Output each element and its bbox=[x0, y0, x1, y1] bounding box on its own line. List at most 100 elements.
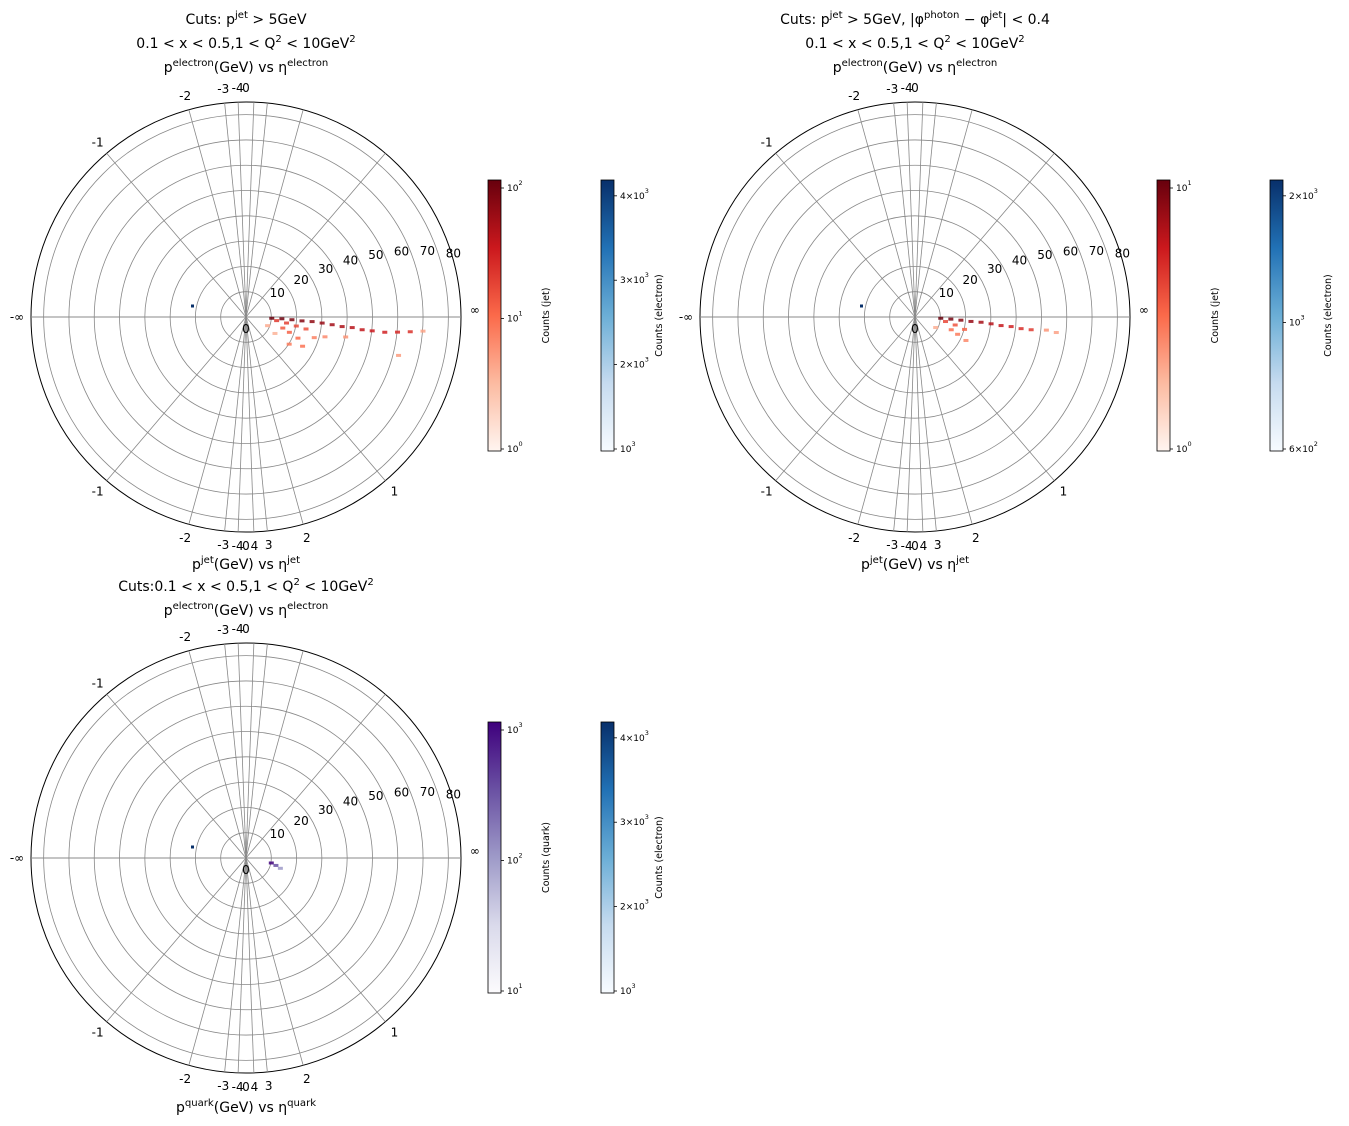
jet-point bbox=[1053, 331, 1059, 335]
colorbar bbox=[1156, 179, 1171, 452]
eta-tick-label: -3 bbox=[217, 538, 229, 552]
r-tick-label: 70 bbox=[420, 785, 435, 799]
eta-tick-label: 3 bbox=[265, 1079, 273, 1093]
colorbar-tick-label: 2×103 bbox=[620, 356, 649, 371]
colorbar-tick-label: 101 bbox=[1176, 179, 1192, 194]
polar-panel-1: Cuts: pjet > 5GeV 0.1 < x < 0.5,1 < Q2 < … bbox=[10, 10, 665, 573]
r-tick-label: 20 bbox=[294, 273, 309, 287]
eta-tick-label: -4 bbox=[901, 539, 913, 553]
jet-point bbox=[329, 323, 335, 327]
eta-tick-label: 2 bbox=[303, 531, 311, 545]
colorbar bbox=[487, 179, 502, 452]
jet-point bbox=[303, 327, 309, 331]
eta-tick-label: -4 bbox=[901, 81, 913, 95]
eta-tick-label: ∞ bbox=[470, 844, 480, 858]
jet-point bbox=[311, 336, 317, 340]
jet-point bbox=[420, 329, 426, 333]
colorbar-tick-label: 100 bbox=[1176, 440, 1192, 455]
colorbar-tick-label: 4×103 bbox=[620, 729, 649, 744]
colorbar bbox=[600, 179, 615, 452]
r-tick-label: 80 bbox=[1115, 246, 1130, 260]
jet-point bbox=[998, 324, 1004, 328]
eta-tick-label: 1 bbox=[1060, 484, 1068, 498]
eta-tick-label: 4 bbox=[251, 1080, 259, 1094]
jet-point bbox=[962, 327, 968, 331]
colorbar-tick-label: 102 bbox=[507, 852, 523, 867]
chart-title-line: pelectron(GeV) vs ηelectron bbox=[833, 58, 998, 76]
colorbar bbox=[1269, 179, 1284, 452]
jet-point bbox=[300, 344, 306, 348]
eta-tick-label: -2 bbox=[179, 531, 191, 545]
r-tick-label: 60 bbox=[1063, 245, 1078, 259]
jet-point bbox=[978, 320, 984, 324]
eta-tick-label: 3 bbox=[265, 538, 273, 552]
eta-tick-label: -2 bbox=[179, 1072, 191, 1086]
eta-tick-label: 0 bbox=[911, 81, 919, 95]
colorbar-tick-label: 101 bbox=[507, 982, 523, 997]
colorbar-tick-label: 3×103 bbox=[620, 813, 649, 828]
r-tick-label: 10 bbox=[939, 286, 954, 300]
r-tick-label: 0 bbox=[911, 322, 919, 336]
jet-point bbox=[1018, 327, 1024, 331]
jet-point bbox=[955, 332, 961, 336]
r-tick-label: 40 bbox=[1012, 254, 1027, 268]
eta-tick-label: 2 bbox=[972, 531, 980, 545]
r-tick-label: 80 bbox=[446, 787, 461, 801]
chart-title-line: Cuts: pjet > 5GeV, |φphoton − φjet| < 0.… bbox=[780, 10, 1050, 28]
jet-point bbox=[396, 353, 402, 357]
colorbar-tick-label: 100 bbox=[507, 440, 523, 455]
eta-tick-label: 4 bbox=[251, 539, 259, 553]
r-tick-label: 80 bbox=[446, 246, 461, 260]
x-axis-label: pquark(GeV) vs ηquark bbox=[176, 1098, 316, 1116]
jet-point bbox=[958, 318, 964, 322]
r-tick-label: 70 bbox=[420, 244, 435, 258]
eta-tick-label: -1 bbox=[761, 136, 773, 150]
jet-point bbox=[988, 322, 994, 326]
polar-panel-2: Cuts: pjet > 5GeV, |φphoton − φjet| < 0.… bbox=[679, 10, 1334, 573]
r-tick-label: 30 bbox=[987, 262, 1002, 276]
jet-point bbox=[269, 316, 275, 320]
r-tick-label: 40 bbox=[343, 795, 358, 809]
jet-point bbox=[343, 335, 349, 339]
jet-point bbox=[339, 325, 345, 329]
eta-tick-label: 0 bbox=[242, 539, 250, 553]
eta-tick-label: 3 bbox=[934, 538, 942, 552]
colorbar-tick-label: 103 bbox=[620, 440, 636, 455]
jet-point bbox=[322, 335, 328, 339]
jet-point bbox=[279, 317, 285, 321]
quark-point bbox=[273, 863, 279, 867]
colorbar-label: Counts (jet) bbox=[541, 288, 552, 344]
r-tick-label: 60 bbox=[394, 245, 409, 259]
chart-title-line: pelectron(GeV) vs ηelectron bbox=[164, 601, 329, 619]
r-tick-label: 40 bbox=[343, 254, 358, 268]
colorbar bbox=[487, 721, 502, 994]
jet-point bbox=[286, 330, 292, 334]
quark-point bbox=[268, 861, 274, 865]
x-axis-label: pjet(GeV) vs ηjet bbox=[192, 555, 300, 573]
eta-tick-label: 0 bbox=[242, 622, 250, 636]
eta-tick-label: -3 bbox=[886, 538, 898, 552]
eta-tick-label: 2 bbox=[303, 1072, 311, 1086]
r-tick-label: 50 bbox=[368, 248, 383, 262]
eta-tick-label: -∞ bbox=[10, 310, 24, 324]
colorbar-label: Counts (jet) bbox=[1210, 288, 1221, 344]
r-tick-label: 70 bbox=[1089, 244, 1104, 258]
r-tick-label: 60 bbox=[394, 786, 409, 800]
eta-tick-label: -1 bbox=[92, 136, 104, 150]
chart-title-line: Cuts: pjet > 5GeV bbox=[185, 10, 306, 28]
jet-point bbox=[369, 329, 375, 333]
eta-tick-label: -1 bbox=[761, 484, 773, 498]
jet-point bbox=[319, 321, 325, 325]
quark-point bbox=[277, 866, 283, 870]
jet-point bbox=[382, 330, 388, 334]
colorbar-tick-label: 103 bbox=[1289, 313, 1305, 328]
eta-tick-label: -3 bbox=[217, 623, 229, 637]
chart-title-line: pelectron(GeV) vs ηelectron bbox=[164, 58, 329, 76]
eta-tick-label: 1 bbox=[391, 484, 399, 498]
colorbar-tick-label: 101 bbox=[507, 310, 523, 325]
eta-tick-label: -1 bbox=[92, 677, 104, 691]
colorbar-label: Counts (quark) bbox=[541, 822, 552, 893]
jet-point bbox=[952, 323, 958, 327]
jet-point bbox=[407, 330, 413, 334]
jet-point bbox=[963, 338, 969, 342]
